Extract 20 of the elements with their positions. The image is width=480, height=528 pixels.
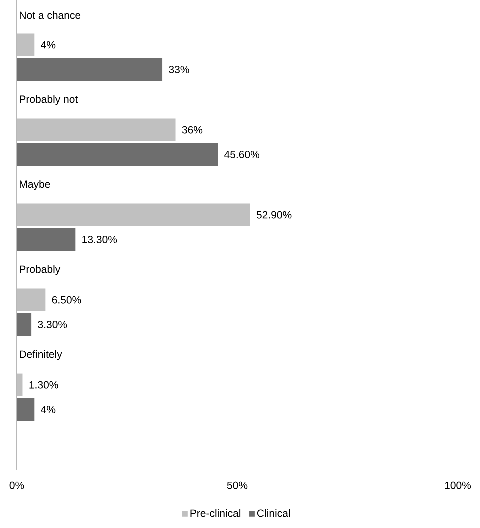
- data-label: 4%: [41, 406, 56, 414]
- x-tick-label: 0%: [10, 482, 24, 490]
- data-label: 1.30%: [30, 381, 58, 389]
- data-label: 33%: [169, 66, 190, 74]
- y-tick-label: Not a chance: [20, 11, 81, 20]
- y-tick-label: Probably not: [20, 95, 78, 106]
- data-label: 13.30%: [82, 236, 118, 244]
- data-label: 3.30%: [38, 321, 68, 328]
- legend-label: Pre-clinical: [190, 509, 241, 518]
- y-tick-label: Definitely: [20, 350, 62, 360]
- data-label: 45.60%: [224, 151, 260, 158]
- legend-label: Clinical: [257, 509, 290, 518]
- x-tick-label: 100%: [445, 482, 472, 490]
- data-label: 4%: [41, 41, 56, 49]
- data-label: 36%: [182, 126, 203, 134]
- data-label: 6.50%: [52, 296, 82, 304]
- y-tick-label: Probably: [20, 265, 61, 276]
- y-tick-label: Maybe: [20, 180, 50, 190]
- x-tick-label: 50%: [227, 482, 248, 490]
- data-label: 52.90%: [256, 211, 292, 219]
